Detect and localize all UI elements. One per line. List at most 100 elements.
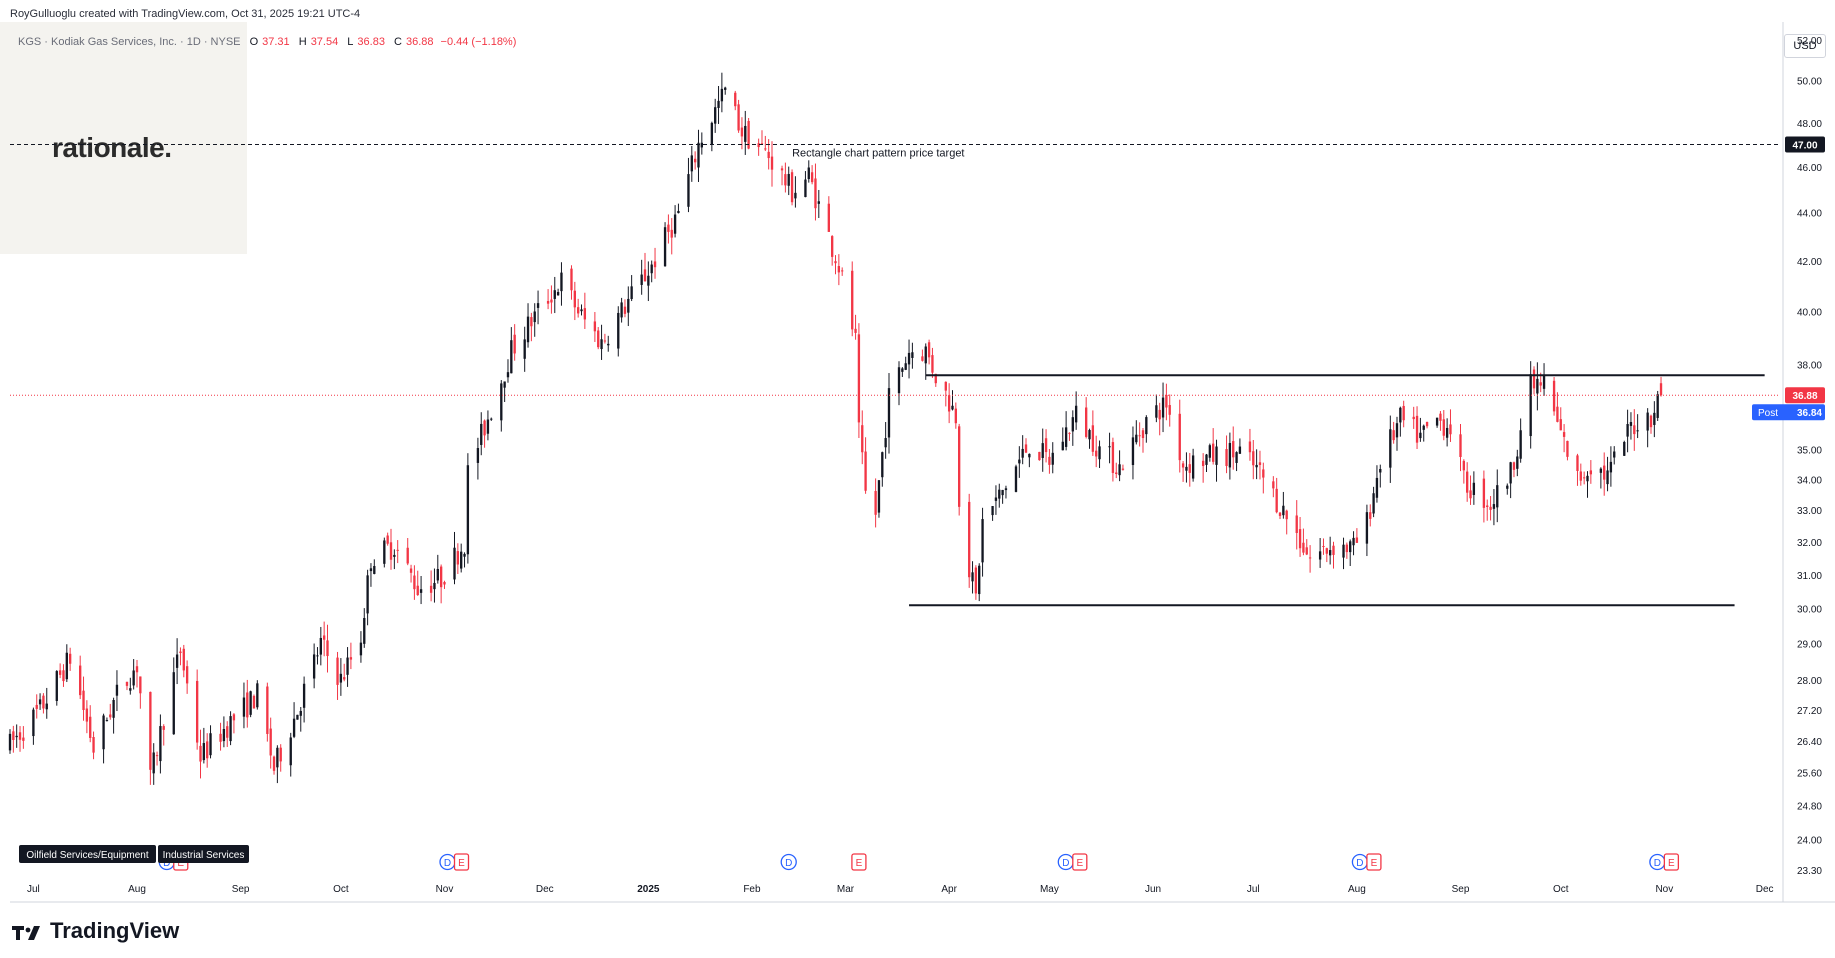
candle-body — [406, 547, 409, 564]
candle-body — [419, 589, 423, 593]
time-axis[interactable]: Jul Aug Sep Oct Nov Dec 2025 Feb Mar Apr May Jun Jul… — [10, 884, 1835, 903]
low-label: L — [347, 36, 354, 48]
candle-body — [1158, 409, 1161, 420]
y-tick-label: 31.00 — [1797, 571, 1822, 582]
candle-body — [1282, 505, 1285, 516]
candle-body — [580, 309, 583, 312]
candle-body — [951, 405, 954, 410]
x-tick-label: Oct — [333, 884, 349, 895]
x-tick-label: Jul — [1247, 884, 1260, 895]
candle-body — [383, 540, 386, 564]
candle-body — [38, 699, 42, 705]
candle-body — [1536, 378, 1539, 394]
candle-body — [841, 270, 844, 272]
candle-body — [246, 692, 249, 718]
candle-body — [1472, 482, 1476, 495]
candle-body — [530, 317, 533, 327]
candle-body — [1048, 456, 1051, 465]
overlay-lines: Rectangle chart pattern price target — [10, 144, 1778, 607]
candle-body — [603, 340, 607, 342]
candle-body — [526, 316, 530, 343]
candle-body — [1586, 475, 1589, 482]
close-value: 36.88 — [405, 36, 434, 48]
candle-body — [1509, 462, 1512, 484]
candle-body — [533, 311, 536, 323]
symbol-legend[interactable]: KGS · Kodiak Gas Services, Inc. · 1D · N… — [18, 36, 516, 48]
post-market-badge — [1752, 404, 1825, 421]
candle-body — [570, 268, 573, 291]
candle-body — [182, 648, 185, 671]
y-tick-label: 26.40 — [1797, 737, 1822, 748]
candle-body — [8, 733, 12, 751]
candle-body — [834, 261, 837, 264]
candle-body — [1646, 412, 1649, 431]
candle-body — [1355, 537, 1359, 543]
post-market-label: Post — [1758, 408, 1778, 419]
candle-body — [1168, 405, 1171, 415]
candle-body — [32, 709, 35, 737]
candle-body — [630, 286, 633, 300]
candle-body — [864, 451, 867, 491]
candle-body — [1636, 430, 1639, 432]
x-tick-label: Dec — [1756, 884, 1774, 895]
candle-body — [373, 566, 376, 574]
candle-body — [770, 156, 774, 170]
candle-body — [1486, 505, 1489, 507]
high-label: H — [298, 36, 307, 48]
x-tick-label: Jun — [1145, 884, 1161, 895]
currency-button[interactable]: USD — [1784, 34, 1826, 58]
candle-body — [1275, 488, 1278, 513]
candle-body — [326, 640, 329, 657]
candle-body — [18, 732, 22, 740]
x-tick-label: Aug — [128, 884, 146, 895]
candle-body — [1562, 432, 1566, 437]
x-tick-label: Apr — [941, 884, 957, 895]
candle-body — [854, 328, 857, 333]
candle-body — [279, 747, 282, 762]
candle-body — [861, 425, 864, 453]
candle-body — [1191, 455, 1195, 479]
candle-body — [89, 716, 92, 738]
candle-body — [1609, 461, 1613, 473]
candle-body — [1415, 415, 1419, 443]
price-axis[interactable]: 52.00 50.00 48.00 46.00 44.00 42.00 40.00 38.00… — [1752, 22, 1825, 902]
candle-body — [1091, 425, 1095, 452]
candle-body — [1155, 405, 1158, 418]
candle-body — [617, 312, 620, 349]
candle-body — [1024, 444, 1028, 453]
candle-body — [1074, 405, 1078, 423]
price-target-annotation: Rectangle chart pattern price target — [792, 148, 964, 160]
candle-body — [456, 551, 460, 565]
candle-body — [924, 346, 927, 364]
candle-body — [339, 673, 343, 683]
dividend-marker-label: D — [1062, 858, 1069, 869]
x-tick-label: May — [1040, 884, 1059, 895]
candle-body — [1613, 451, 1616, 458]
candle-body — [1041, 443, 1044, 458]
low-value: 36.83 — [357, 36, 385, 48]
candle-body — [576, 307, 580, 314]
candle-body — [556, 292, 560, 296]
candle-body — [1138, 435, 1141, 437]
candle-body — [513, 334, 516, 354]
candle-body — [416, 585, 419, 596]
candle-body — [1369, 512, 1372, 519]
candle-body — [483, 420, 486, 436]
candle-body — [553, 290, 556, 299]
candle-body — [1462, 460, 1466, 471]
candle-body — [1603, 465, 1606, 480]
candle-body — [1188, 464, 1191, 473]
candle-body — [757, 143, 760, 148]
rationale-logo: rationale. — [52, 132, 172, 163]
candle-body — [1395, 423, 1399, 438]
candle-body — [129, 688, 132, 691]
candle-body — [573, 290, 576, 308]
candle-body — [1258, 462, 1262, 465]
candle-body — [79, 665, 82, 696]
candle-body — [1529, 374, 1532, 437]
tradingview-logo[interactable]: TradingView — [12, 918, 179, 944]
candle-body — [851, 270, 854, 330]
candle-body — [1389, 429, 1392, 468]
